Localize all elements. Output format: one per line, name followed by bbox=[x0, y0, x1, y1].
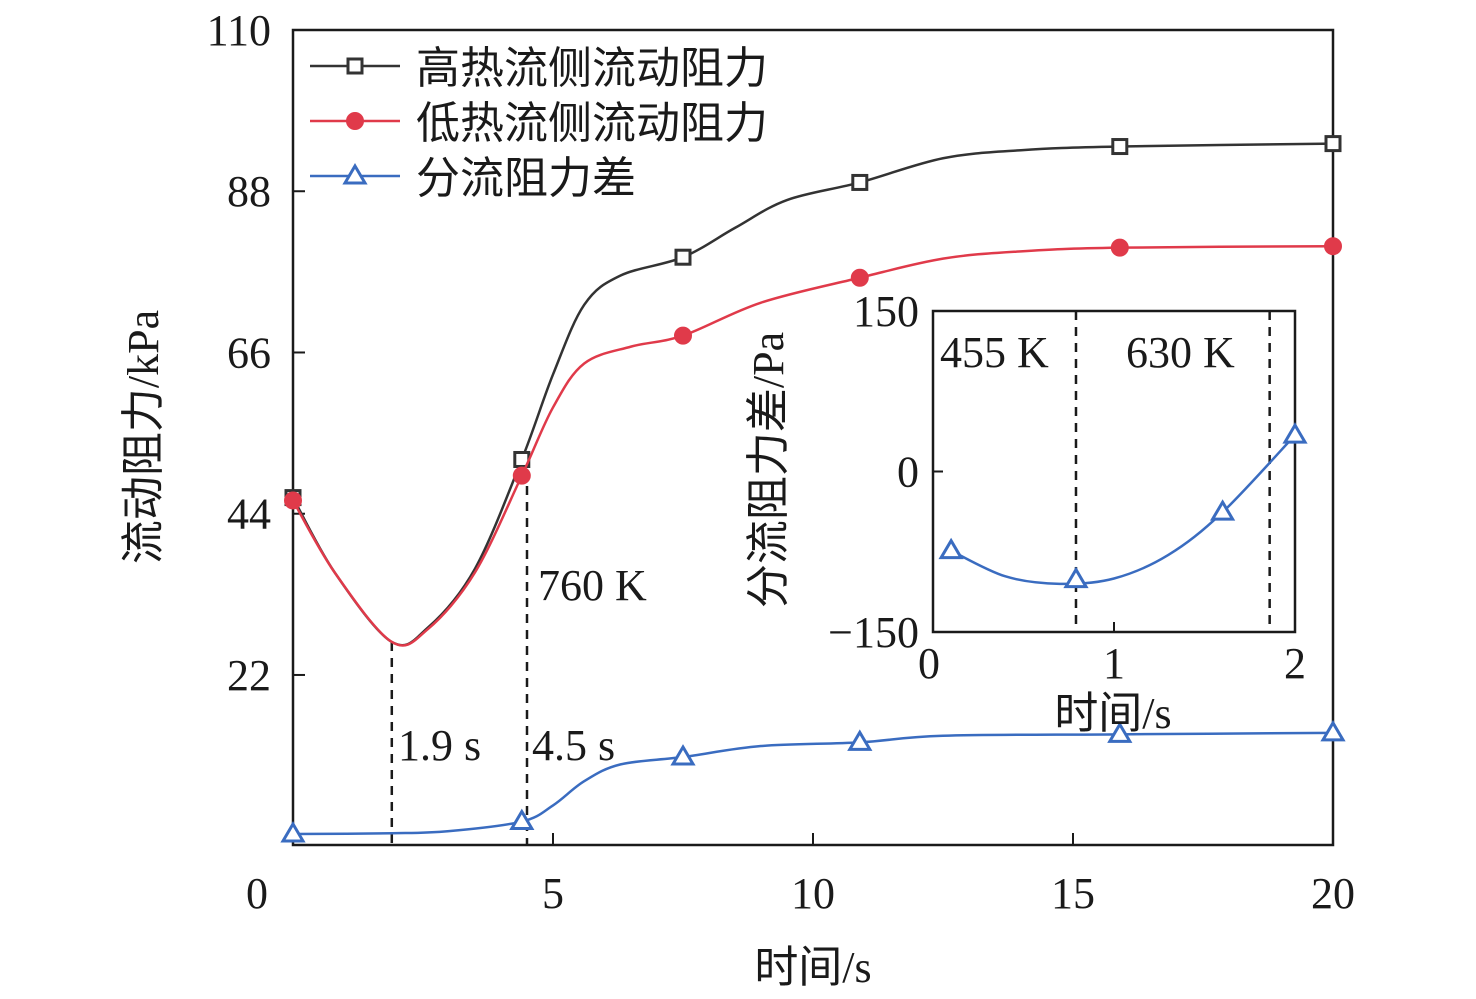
x-tick-label: 1 bbox=[1103, 639, 1125, 688]
vline-label: 630 K bbox=[1126, 328, 1235, 377]
data-point-triangle bbox=[509, 808, 535, 831]
x-tick-label: 20 bbox=[1311, 869, 1355, 918]
data-point-circle bbox=[674, 326, 692, 345]
y-axis-label: 流动阻力/kPa bbox=[119, 310, 168, 564]
legend-marker-square bbox=[346, 57, 364, 75]
data-point-circle bbox=[1110, 238, 1129, 257]
data-point-circle bbox=[1324, 237, 1342, 256]
data-point-circle bbox=[512, 466, 531, 485]
data-point-triangle bbox=[1209, 499, 1236, 521]
annotation-label: 760 K bbox=[538, 561, 647, 610]
x-tick-label: 10 bbox=[791, 869, 835, 918]
data-point-circle bbox=[850, 268, 869, 287]
legend-label: 高热流侧流动阻力 bbox=[416, 44, 768, 93]
legend-label: 分流阻力差 bbox=[416, 154, 636, 203]
x-axis-label: 时间/s bbox=[754, 943, 871, 992]
data-point-circle bbox=[284, 491, 302, 510]
y-tick-label: 22 bbox=[227, 651, 271, 700]
data-point-square bbox=[851, 173, 869, 191]
data-point-square bbox=[674, 248, 692, 266]
vline-label: 4.5 s bbox=[532, 721, 615, 770]
vline-label: 455 K bbox=[940, 328, 1049, 377]
x-tick-label: 15 bbox=[1051, 869, 1095, 918]
inset-y-axis-label: 分流阻力差/Pa bbox=[744, 332, 793, 608]
legend-label: 低热流侧流动阻力 bbox=[416, 99, 768, 148]
series-line bbox=[292, 731, 1334, 836]
series-line bbox=[291, 244, 1334, 647]
x-tick-label: 5 bbox=[542, 869, 564, 918]
vline-label: 1.9 s bbox=[398, 721, 481, 770]
y-tick-label: 44 bbox=[227, 490, 271, 539]
data-point-triangle bbox=[1107, 721, 1133, 743]
legend-marker-triangle bbox=[342, 163, 368, 185]
x-tick-label: 0 bbox=[918, 639, 940, 688]
data-point-triangle bbox=[938, 537, 964, 560]
data-point-triangle bbox=[1282, 422, 1308, 444]
y-tick-label: 66 bbox=[227, 328, 271, 377]
y-tick-label: 88 bbox=[227, 167, 271, 216]
inset-x-axis-label: 时间/s bbox=[1054, 689, 1171, 738]
data-point-triangle bbox=[1063, 566, 1089, 589]
y-tick-label: 110 bbox=[207, 6, 271, 55]
y-tick-label: 0 bbox=[897, 448, 919, 497]
data-point-triangle bbox=[1320, 719, 1346, 742]
data-point-triangle bbox=[280, 821, 306, 843]
data-point-square bbox=[1111, 138, 1129, 156]
data-point-square bbox=[1324, 135, 1342, 153]
y-tick-label: −150 bbox=[828, 608, 919, 657]
data-point-triangle bbox=[847, 729, 873, 751]
data-point-triangle bbox=[670, 744, 696, 766]
series-line bbox=[950, 434, 1296, 586]
x-tick-label: 0 bbox=[246, 869, 268, 918]
x-tick-label: 2 bbox=[1284, 639, 1306, 688]
y-tick-label: 150 bbox=[853, 287, 919, 336]
legend-marker-circle bbox=[346, 112, 364, 130]
